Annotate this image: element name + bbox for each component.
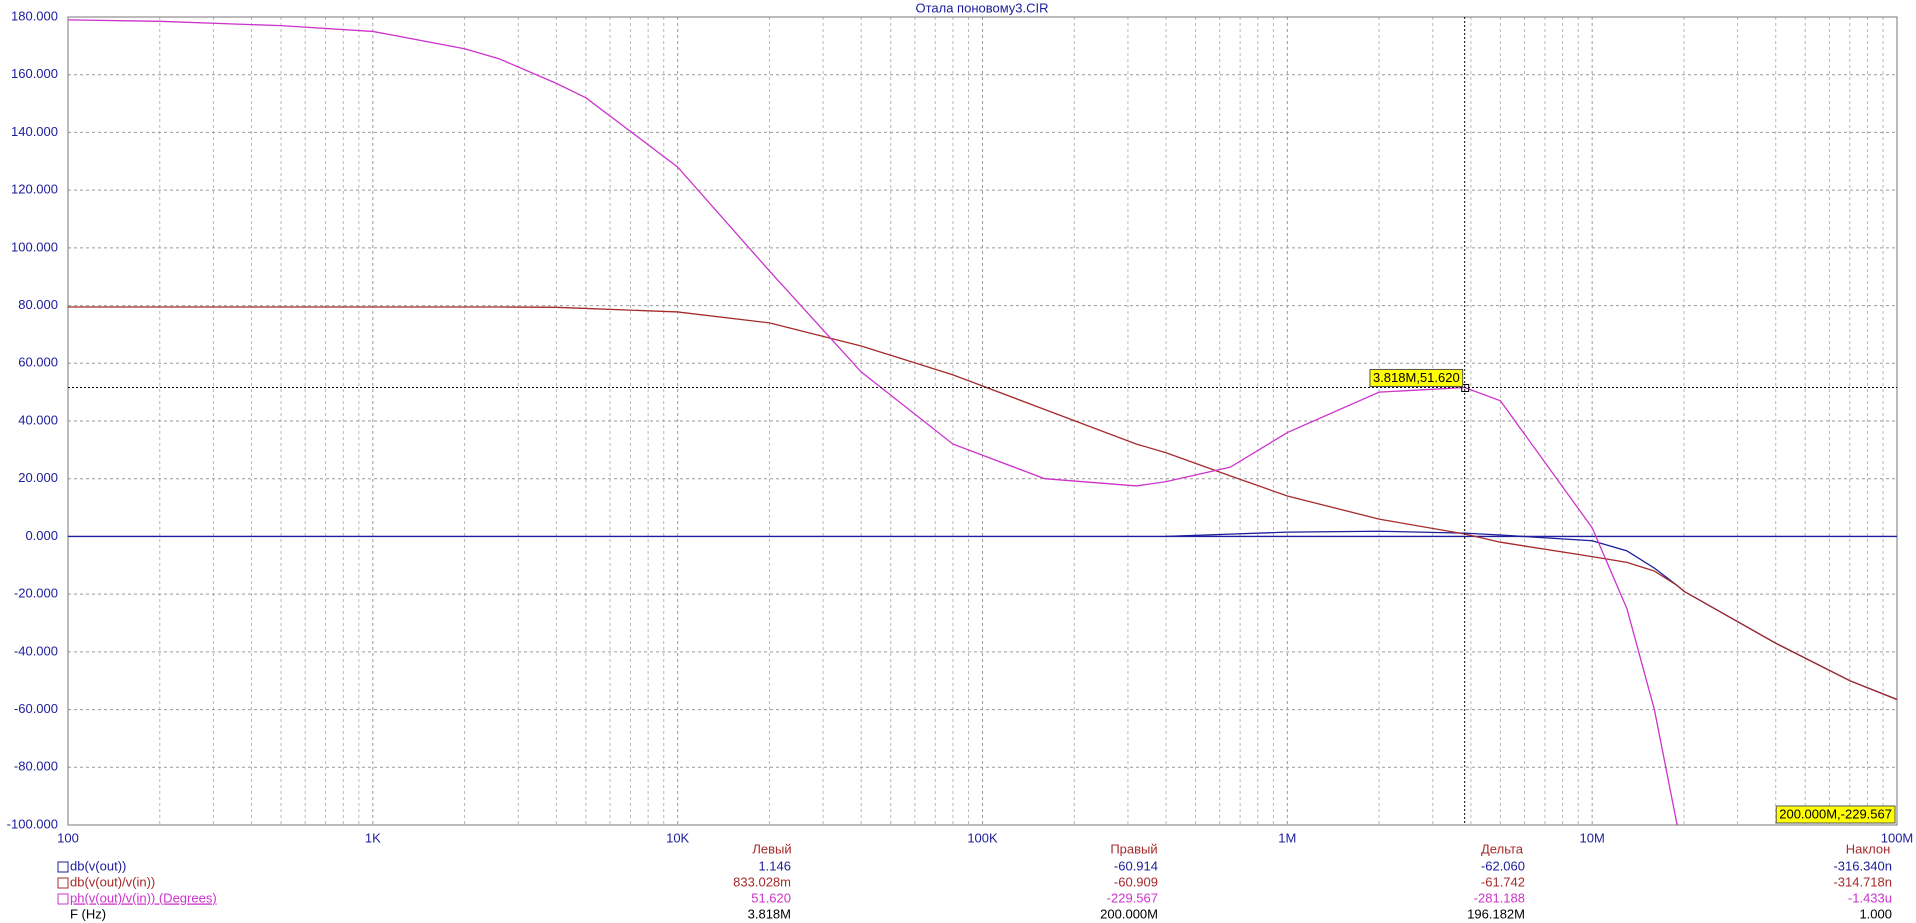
readout-header: Правый <box>1110 841 1157 856</box>
chart-title: Отала поновому3.CIR <box>915 0 1048 15</box>
x-tick-label: 100 <box>57 830 79 845</box>
y-tick-label: -100.000 <box>7 816 58 831</box>
readout-value: 51.620 <box>751 890 791 905</box>
x-tick-label: 100K <box>967 830 998 845</box>
overlay: 3.818M,51.620 200.000M,-229.567 <box>68 17 1897 825</box>
readout-value: 1.000 <box>1859 906 1892 921</box>
y-tick-label: -60.000 <box>14 701 58 716</box>
legend-label: ph(v(out)/v(in)) (Degrees) <box>70 890 217 905</box>
y-tick-label: -40.000 <box>14 643 58 658</box>
y-tick-label: 120.000 <box>11 182 58 197</box>
legend-checkbox[interactable] <box>57 877 69 889</box>
cursor-label: 3.818M,51.620 <box>1373 370 1460 385</box>
legend-checkbox[interactable] <box>57 861 69 873</box>
y-tick-label: 20.000 <box>18 470 58 485</box>
y-tick-label: -80.000 <box>14 759 58 774</box>
y-tick-label: 40.000 <box>18 412 58 427</box>
readout-value: -60.909 <box>1114 874 1158 889</box>
readout-value: 200.000M <box>1100 906 1158 921</box>
plot-frame <box>67 16 1898 826</box>
readout-value: 3.818M <box>748 906 791 921</box>
readout-x-name: F (Hz) <box>70 906 106 921</box>
readout-value: -316.340n <box>1833 858 1892 873</box>
y-tick-label: 80.000 <box>18 297 58 312</box>
legend-checkbox[interactable] <box>57 893 69 905</box>
x-tick-label: 1K <box>365 830 381 845</box>
cursor-marker <box>1461 383 1470 392</box>
y-tick-label: 160.000 <box>11 66 58 81</box>
series-line <box>68 19 1678 825</box>
readout-value: -61.742 <box>1481 874 1525 889</box>
readout-header: Левый <box>752 841 791 856</box>
y-tick-label: 0.000 <box>25 528 58 543</box>
y-tick-label: 100.000 <box>11 239 58 254</box>
readout-value: -62.060 <box>1481 858 1525 873</box>
x-tick-label: 10M <box>1580 830 1605 845</box>
y-tick-label: 60.000 <box>18 355 58 370</box>
x-tick-label: 10K <box>666 830 689 845</box>
readout-header: Наклон <box>1846 841 1891 856</box>
legend-label: db(v(out)/v(in)) <box>70 874 155 889</box>
grid <box>67 16 1898 826</box>
readout-value: 833.028m <box>733 874 791 889</box>
readout-value: -314.718n <box>1833 874 1892 889</box>
end-label: 200.000M,-229.567 <box>1779 806 1892 821</box>
readout-value: 1.146 <box>758 858 791 873</box>
readout-value: -60.914 <box>1114 858 1158 873</box>
series-line <box>68 306 1897 701</box>
y-tick-label: -20.000 <box>14 586 58 601</box>
readout-header: Дельта <box>1481 841 1524 856</box>
x-tick-label: 100M <box>1881 830 1914 845</box>
cursor-label-box <box>1369 368 1464 387</box>
y-tick-label: 180.000 <box>11 8 58 23</box>
legend-label: db(v(out)) <box>70 858 126 873</box>
readout-value: -229.567 <box>1107 890 1158 905</box>
readout-value: 196.182M <box>1467 906 1525 921</box>
x-tick-label: 1M <box>1278 830 1296 845</box>
end-label-box <box>1775 805 1896 824</box>
readout-value: -281.188 <box>1474 890 1525 905</box>
y-tick-label: 140.000 <box>11 124 58 139</box>
plot-lines <box>68 19 1897 825</box>
readout-value: -1.433u <box>1848 890 1892 905</box>
